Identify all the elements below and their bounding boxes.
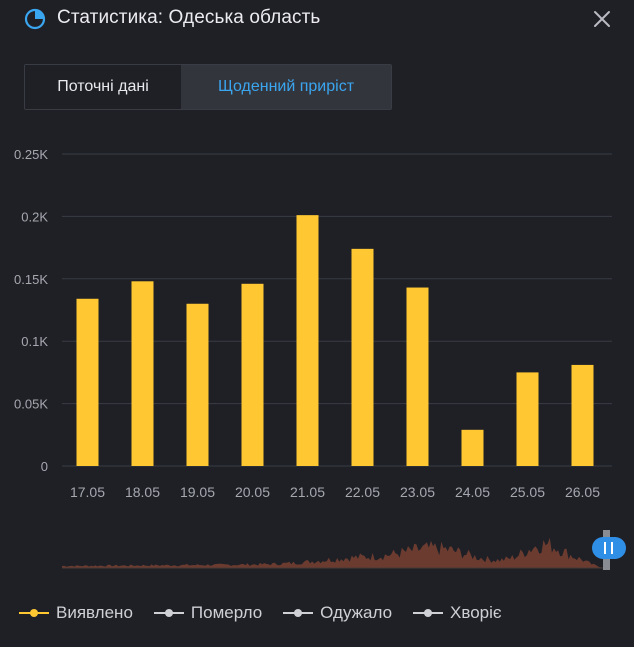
bar [571,364,594,466]
legend-label-died: Померло [190,603,263,622]
x-tick-label: 18.05 [125,484,160,500]
y-tick-label: 0.2K [21,209,48,224]
x-tick-label: 17.05 [70,484,105,500]
bar [406,287,429,466]
bar [131,281,154,466]
legend-label-detected: Виявлено [56,603,133,622]
x-tick-label: 22.05 [345,484,380,500]
tab-daily-growth[interactable]: Щоденний приріст [181,65,391,109]
x-tick-label: 21.05 [290,484,325,500]
legend-item-died[interactable]: Померло [153,603,262,623]
close-icon[interactable] [592,9,612,29]
y-tick-label: 0.05K [14,397,48,412]
daily-bar-chart: 0 0.05K 0.1K 0.15K 0.2K 0.25K 17.05 18.05 19.05 2… [14,147,612,500]
legend-item-sick[interactable]: Хворіє [412,603,502,623]
legend-label-recovered: Одужало [320,603,393,622]
y-tick-label: 0.25K [14,147,48,162]
x-tick-label: 23.05 [400,484,435,500]
tab-current-data[interactable]: Поточні дані [25,65,181,109]
navigator-drag-handle[interactable] [592,537,626,559]
legend-line-marker-icon [153,609,184,617]
range-navigator[interactable] [0,520,634,576]
bar [516,372,539,466]
x-tick-label: 24.05 [455,484,490,500]
legend-line-marker-icon [283,609,314,617]
x-tick-label: 20.05 [235,484,270,500]
y-tick-label: 0.15K [14,272,48,287]
x-tick-label: 25.05 [510,484,545,500]
legend-line-marker-icon [19,609,49,617]
view-tabs: Поточні дані Щоденний приріст [24,64,392,110]
navigator-overview-area [62,537,604,568]
x-tick-label: 26.05 [565,484,600,500]
panel-header: Статистика: Одеська область [0,0,634,42]
bar [76,298,99,466]
legend-line-marker-icon [413,609,444,617]
pie-chart-icon [24,8,46,30]
panel-title: Статистика: Одеська область [57,7,321,28]
bar [351,248,374,466]
legend-item-detected[interactable]: Виявлено [18,603,133,623]
bar [461,429,484,466]
y-tick-label: 0.1K [21,334,48,349]
x-tick-label: 19.05 [180,484,215,500]
legend-item-recovered[interactable]: Одужало [282,603,392,623]
bar [296,215,319,466]
legend-label-sick: Хворіє [450,603,502,622]
y-tick-label: 0 [41,459,48,474]
bar [241,283,264,466]
bar [186,303,209,466]
chart-legend: Виявлено Померло Одужало Хворіє [18,600,502,626]
